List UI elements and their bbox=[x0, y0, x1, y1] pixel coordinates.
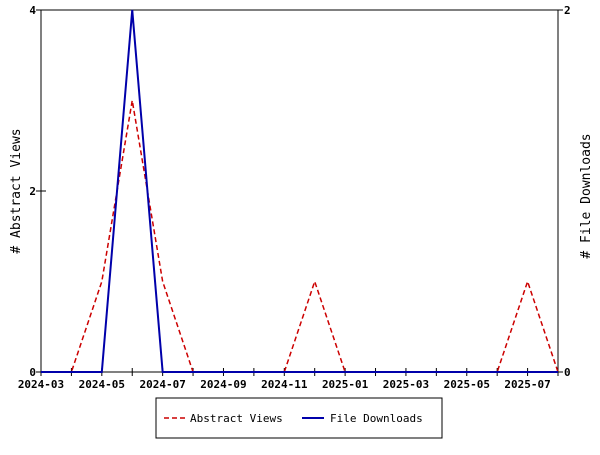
x-tick-label: 2025-01 bbox=[322, 378, 369, 391]
x-tick-label: 2024-05 bbox=[79, 378, 125, 391]
y-left-tick-label: 0 bbox=[29, 366, 36, 379]
series-line-file-downloads bbox=[41, 9, 558, 373]
y-right-tick-label: 2 bbox=[564, 4, 571, 17]
x-tick-label: 2024-03 bbox=[18, 378, 64, 391]
x-tick-label: 2024-11 bbox=[261, 378, 308, 391]
x-tick-label: 2024-09 bbox=[200, 378, 246, 391]
y-axis-right-title: # File Downloads bbox=[579, 133, 594, 258]
y-right-tick-label: 0 bbox=[564, 366, 571, 379]
x-tick-label: 2025-03 bbox=[383, 378, 429, 391]
y-left-tick-label: 4 bbox=[29, 4, 36, 17]
legend-label-abstract-views: Abstract Views bbox=[190, 412, 283, 425]
y-axis-left-title: # Abstract Views bbox=[9, 128, 24, 253]
x-tick-label: 2025-07 bbox=[504, 378, 550, 391]
x-tick-label: 2025-05 bbox=[444, 378, 490, 391]
x-tick-label: 2024-07 bbox=[139, 378, 185, 391]
y-left-tick-label: 2 bbox=[29, 185, 36, 198]
plot-area bbox=[40, 9, 559, 373]
legend-box bbox=[155, 397, 443, 439]
legend-label-file-downloads: File Downloads bbox=[330, 412, 423, 425]
legend: Abstract Views File Downloads bbox=[155, 397, 443, 439]
